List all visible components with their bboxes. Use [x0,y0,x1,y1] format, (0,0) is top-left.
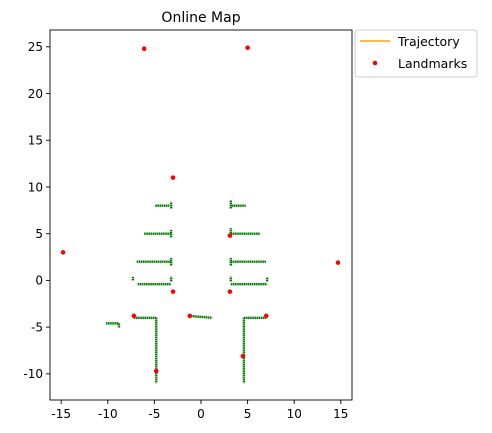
x-tick-label: 15 [333,407,348,421]
landmark-point [141,46,147,51]
y-tick-label: 15 [28,134,43,148]
plot-frame [49,29,353,401]
landmark-point [240,353,246,359]
legend-trajectory-label: Trajectory [397,34,460,49]
legend: Trajectory Landmarks [354,29,478,78]
y-tick-label: 20 [28,87,43,101]
landmark-point [153,368,159,374]
y-tick-label: 5 [35,227,43,241]
x-tick-label: -10 [98,407,118,421]
landmarks-layer [60,45,341,374]
x-tick-label: -5 [148,407,160,421]
x-tick-label: 10 [287,407,302,421]
landmark-point [335,260,341,265]
legend-landmarks-marker [372,60,378,66]
y-tick-label: 10 [28,180,43,194]
y-axis: -10 -5 0 5 10 15 20 25 [23,40,50,381]
chart-title: Online Map [161,10,240,26]
y-tick-label: 0 [35,274,43,288]
landmark-point [263,313,269,319]
x-tick-label: -15 [51,407,71,421]
x-tick-label: 0 [197,407,205,421]
map-layer [105,200,269,384]
landmark-point [227,289,233,294]
landmark-point [187,313,193,319]
landmark-point [131,313,137,319]
map-segment [188,314,213,319]
landmark-point [170,289,176,294]
x-tick-label: 5 [244,407,252,421]
landmark-point [170,175,176,180]
y-tick-label: -5 [31,320,43,334]
landmark-point [245,45,250,51]
x-axis: -15 -10 -5 0 5 10 15 [51,400,348,421]
landmark-point [227,233,233,238]
landmark-point [60,250,66,255]
y-tick-label: -10 [23,367,43,381]
legend-landmarks-label: Landmarks [398,56,467,71]
y-tick-label: 25 [28,40,43,54]
